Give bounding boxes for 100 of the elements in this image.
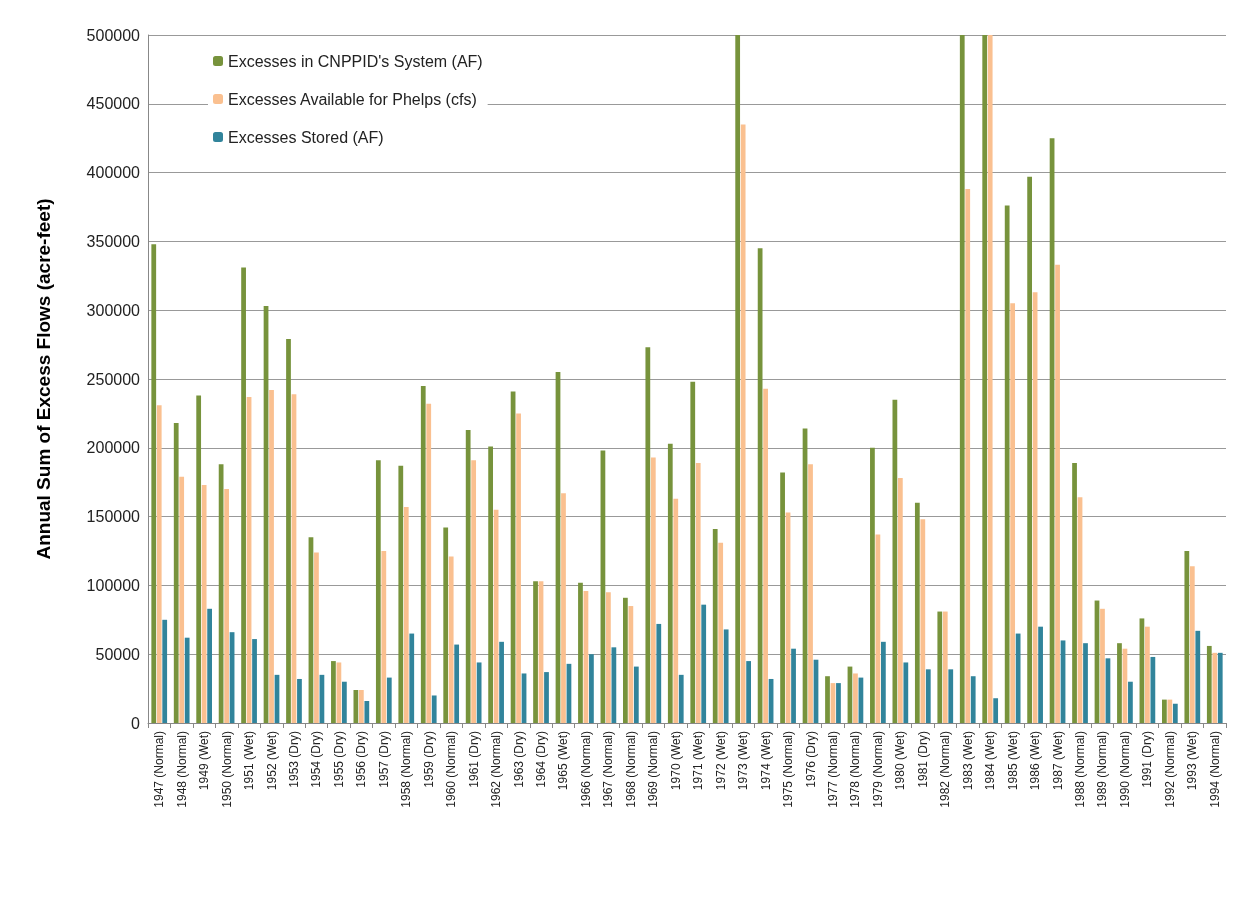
- x-tick-label: 1948 (Normal): [174, 731, 189, 808]
- x-tick-label: 1977 (Normal): [825, 731, 840, 808]
- bar: [1145, 626, 1150, 723]
- bar: [965, 189, 971, 723]
- bar: [1128, 681, 1133, 723]
- x-tick-label: 1959 (Dry): [421, 731, 436, 788]
- bar: [1217, 652, 1223, 723]
- bar: [1072, 462, 1077, 723]
- bar: [723, 629, 729, 723]
- bar: [959, 35, 965, 723]
- y-tick-label: 50000: [95, 645, 141, 663]
- bar: [420, 385, 426, 723]
- bar: [942, 611, 948, 723]
- x-tick-label: 1952 (Wet): [264, 731, 279, 791]
- bar: [218, 464, 224, 723]
- bar: [791, 648, 796, 723]
- y-tick-label: 150000: [86, 508, 141, 526]
- bar: [443, 527, 449, 723]
- x-tick-label: 1993 (Wet): [1185, 731, 1200, 791]
- bar: [1161, 699, 1167, 723]
- y-tick-label: 300000: [86, 301, 141, 319]
- bar: [982, 35, 988, 723]
- bar: [465, 429, 471, 723]
- x-tick-label: 1984 (Wet): [983, 731, 998, 791]
- bar: [454, 644, 460, 723]
- bar: [937, 611, 943, 723]
- legend-label: Excesses Available for Phelps (cfs): [228, 90, 477, 108]
- x-tick-label: 1969 (Normal): [646, 731, 661, 808]
- bar: [695, 462, 701, 723]
- bar: [622, 597, 628, 723]
- y-tick-label: 200000: [86, 439, 141, 457]
- bar: [1150, 656, 1156, 723]
- bar: [628, 606, 634, 723]
- bar: [757, 248, 763, 723]
- x-tick-label: 1981 (Dry): [915, 731, 930, 788]
- bar: [409, 633, 415, 723]
- bar: [678, 674, 684, 723]
- y-tick-label: 450000: [86, 95, 141, 113]
- bar: [920, 519, 926, 723]
- bar: [375, 460, 381, 723]
- bar: [196, 395, 202, 723]
- bar: [718, 542, 724, 723]
- bar: [870, 447, 875, 723]
- bar: [735, 35, 741, 723]
- bar: [286, 339, 291, 723]
- x-tick-label: 1966 (Normal): [578, 731, 593, 808]
- bar: [701, 604, 707, 723]
- x-tick-label: 1978 (Normal): [848, 731, 863, 808]
- x-tick-label: 1957 (Dry): [376, 731, 391, 788]
- x-tick-label: 1983 (Wet): [960, 731, 975, 791]
- x-tick-label: 1960 (Normal): [444, 731, 459, 808]
- bar: [645, 347, 651, 723]
- bar: [853, 673, 858, 723]
- bar: [431, 695, 437, 723]
- bar: [825, 676, 830, 723]
- bar: [1004, 205, 1010, 723]
- bar: [533, 581, 538, 723]
- bar: [589, 654, 594, 723]
- x-tick-label: 1991 (Dry): [1140, 731, 1155, 788]
- x-tick-label: 1982 (Normal): [938, 731, 953, 808]
- bar: [1184, 551, 1190, 723]
- x-tick-label: 1963 (Dry): [511, 731, 526, 788]
- bar: [297, 678, 302, 723]
- bar: [1027, 176, 1033, 723]
- bar: [690, 381, 696, 723]
- bar: [488, 446, 494, 723]
- bar: [426, 403, 432, 723]
- bar: [987, 35, 993, 723]
- bar: [386, 677, 392, 723]
- bar: [1212, 652, 1218, 723]
- bar: [892, 399, 898, 723]
- bar: [381, 551, 387, 723]
- bar: [331, 661, 336, 723]
- x-tick-label: 1962 (Normal): [489, 731, 504, 808]
- bar: [1055, 264, 1060, 723]
- bar: [1195, 630, 1201, 723]
- x-tick-label: 1950 (Normal): [219, 731, 234, 808]
- bar: [162, 619, 168, 723]
- x-tick-label: 1954 (Dry): [309, 731, 324, 788]
- bar: [780, 472, 785, 723]
- x-tick-label: 1990 (Normal): [1117, 731, 1132, 808]
- x-tick-label: 1970 (Wet): [668, 731, 683, 791]
- x-tick-label: 1956 (Dry): [354, 731, 369, 788]
- bar: [633, 666, 639, 723]
- bar: [1117, 643, 1122, 723]
- bar: [241, 267, 246, 723]
- x-tick-label: 1949 (Wet): [197, 731, 212, 791]
- y-tick-label: 250000: [86, 370, 141, 388]
- x-tick-label: 1980 (Wet): [893, 731, 908, 791]
- bar: [516, 413, 521, 723]
- bar: [606, 592, 611, 723]
- bar: [1015, 633, 1021, 723]
- y-tick-label: 350000: [86, 232, 141, 250]
- bar: [1206, 645, 1212, 723]
- bar: [925, 669, 931, 723]
- x-tick-label: 1971 (Wet): [691, 731, 706, 791]
- bar: [398, 465, 404, 723]
- x-tick-label: 1958 (Normal): [399, 731, 414, 808]
- x-tick-label: 1987 (Wet): [1050, 731, 1065, 791]
- bar: [712, 528, 718, 723]
